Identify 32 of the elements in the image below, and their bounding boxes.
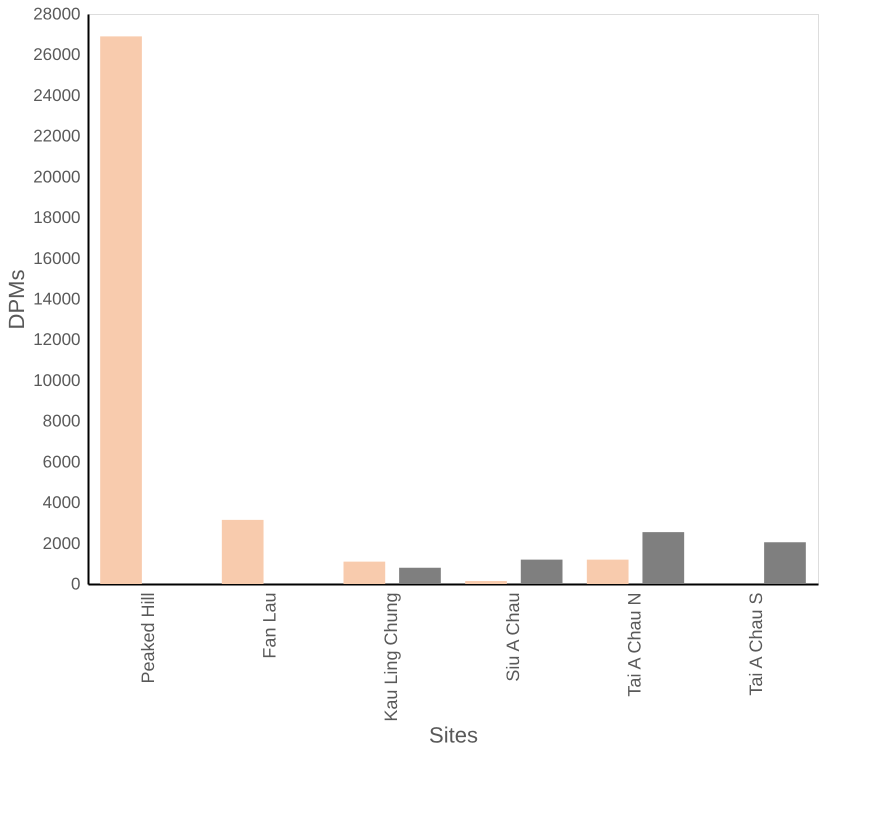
y-tick-label: 4000 bbox=[42, 493, 80, 512]
y-tick-label: 24000 bbox=[33, 86, 80, 105]
y-tick-label: 12000 bbox=[33, 330, 80, 350]
x-tick-label: Kau Ling Chung bbox=[381, 592, 402, 722]
bar bbox=[100, 36, 142, 584]
bar bbox=[764, 542, 806, 584]
y-tick-label: 14000 bbox=[33, 290, 80, 308]
y-tick-label: 10000 bbox=[33, 370, 80, 390]
x-axis-title: Sites bbox=[429, 722, 478, 748]
y-tick-label: 2000 bbox=[42, 534, 80, 553]
bar bbox=[222, 520, 264, 584]
y-tick-label: 18000 bbox=[33, 208, 80, 228]
x-tick-label: Tai A Chau S bbox=[746, 592, 766, 696]
bar bbox=[399, 568, 441, 584]
x-tick-label: Fan Lau bbox=[260, 592, 280, 659]
bar bbox=[586, 560, 629, 584]
y-tick-label: 6000 bbox=[42, 452, 80, 472]
bar bbox=[520, 560, 562, 584]
y-tick-label: 26000 bbox=[33, 45, 80, 64]
y-tick-label: 28000 bbox=[33, 4, 80, 24]
bar bbox=[465, 580, 507, 584]
x-tick-label: Peaked Hill bbox=[138, 592, 158, 684]
y-tick-label: 0 bbox=[71, 574, 80, 594]
x-tick-label: Tai A Chau N bbox=[624, 592, 644, 697]
y-tick-label: 8000 bbox=[42, 412, 80, 431]
y-tick-label: 16000 bbox=[33, 248, 80, 268]
y-tick-label: 22000 bbox=[33, 126, 80, 146]
x-tick-label: Siu A Chau bbox=[502, 592, 523, 682]
y-axis-title: DPMs bbox=[4, 270, 30, 330]
bar bbox=[344, 562, 386, 584]
y-tick-label: 20000 bbox=[33, 167, 80, 186]
bar bbox=[642, 532, 684, 584]
